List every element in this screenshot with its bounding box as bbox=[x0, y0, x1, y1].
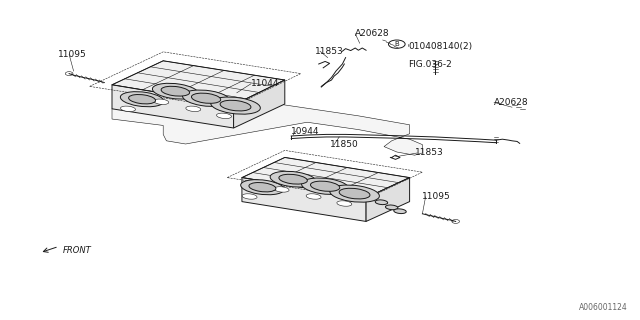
Text: 010408140(2): 010408140(2) bbox=[408, 42, 472, 51]
Ellipse shape bbox=[152, 83, 198, 99]
Polygon shape bbox=[112, 61, 285, 105]
Text: 11095: 11095 bbox=[422, 192, 451, 201]
Ellipse shape bbox=[270, 171, 316, 187]
Ellipse shape bbox=[161, 86, 189, 96]
Ellipse shape bbox=[191, 93, 221, 103]
Text: 11044: 11044 bbox=[251, 79, 280, 88]
Ellipse shape bbox=[154, 99, 169, 104]
Ellipse shape bbox=[182, 90, 230, 107]
Text: 11853: 11853 bbox=[315, 47, 344, 56]
Polygon shape bbox=[242, 157, 410, 198]
Polygon shape bbox=[234, 80, 285, 128]
Text: A006001124: A006001124 bbox=[579, 303, 627, 312]
Text: A20628: A20628 bbox=[355, 29, 390, 38]
Ellipse shape bbox=[242, 194, 257, 199]
Ellipse shape bbox=[220, 100, 251, 111]
Text: 11095: 11095 bbox=[58, 50, 86, 59]
Ellipse shape bbox=[120, 92, 164, 107]
Ellipse shape bbox=[120, 106, 136, 111]
Text: A20628: A20628 bbox=[494, 98, 529, 107]
Polygon shape bbox=[242, 178, 366, 221]
Ellipse shape bbox=[216, 113, 232, 118]
Ellipse shape bbox=[211, 97, 260, 114]
Ellipse shape bbox=[274, 187, 289, 192]
Ellipse shape bbox=[385, 205, 398, 210]
Text: FIG.036-2: FIG.036-2 bbox=[408, 60, 452, 68]
Polygon shape bbox=[112, 85, 234, 128]
Ellipse shape bbox=[310, 181, 340, 191]
Ellipse shape bbox=[330, 185, 380, 202]
Ellipse shape bbox=[375, 200, 388, 204]
Text: 10944: 10944 bbox=[291, 127, 320, 136]
Ellipse shape bbox=[249, 182, 276, 192]
Ellipse shape bbox=[301, 178, 349, 195]
Ellipse shape bbox=[279, 174, 307, 184]
Text: B: B bbox=[394, 41, 399, 47]
Ellipse shape bbox=[129, 94, 156, 104]
Ellipse shape bbox=[306, 194, 321, 199]
Ellipse shape bbox=[337, 201, 352, 206]
Ellipse shape bbox=[186, 106, 201, 111]
Ellipse shape bbox=[339, 188, 370, 199]
Polygon shape bbox=[112, 85, 422, 155]
Ellipse shape bbox=[241, 180, 284, 195]
Polygon shape bbox=[366, 178, 410, 221]
Text: 11850: 11850 bbox=[330, 140, 358, 149]
Text: 11853: 11853 bbox=[415, 148, 444, 157]
Ellipse shape bbox=[394, 209, 406, 213]
Text: FRONT: FRONT bbox=[63, 246, 92, 255]
